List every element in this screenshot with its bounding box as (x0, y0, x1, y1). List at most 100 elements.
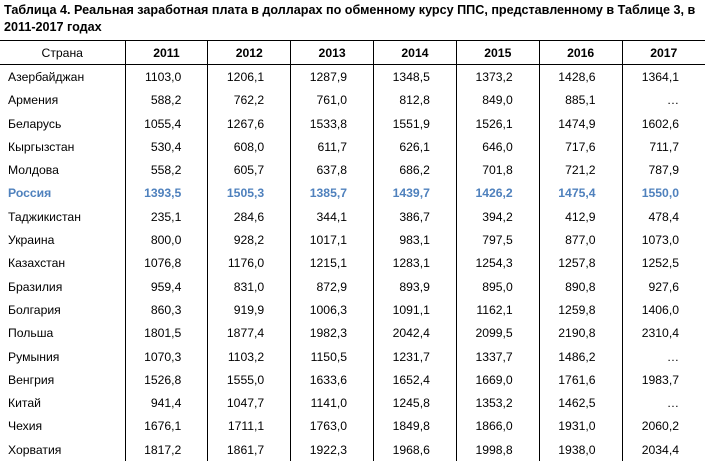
value-cell: 1141,0 (290, 391, 374, 415)
value-cell: 1550,0 (621, 181, 705, 206)
country-cell: Румыния (8, 349, 60, 364)
value-cell: 717,6 (538, 135, 623, 159)
value-cell: 787,9 (621, 158, 705, 182)
value-cell: 1849,8 (373, 414, 457, 439)
value-cell: 2310,4 (621, 321, 705, 345)
value-cell: 1150,5 (290, 344, 374, 369)
value-cell: 412,9 (538, 205, 623, 229)
value-cell: 1711,1 (207, 414, 291, 439)
value-cell: 344,1 (290, 205, 374, 229)
country-cell: Беларусь (8, 116, 62, 131)
value-cell: 890,8 (538, 274, 623, 299)
country-cell: Чехия (8, 419, 43, 434)
table-row: Болгария 860,3 919,9 1006,3 1091,1 1162,1 1259… (0, 298, 705, 322)
table-row: Беларусь 1055,4 1267,6 1533,8 1551,9 1526,1 14… (0, 111, 705, 136)
value-cell: 605,7 (207, 158, 291, 182)
header-row: Страна 2011 2012 2013 2014 2015 2016 2017 (0, 39, 705, 66)
table-row: Казахстан 1076,8 1176,0 1215,1 1283,1 1254,3 1… (0, 251, 705, 275)
value-cell: 1462,5 (538, 391, 623, 415)
value-cell: 1533,8 (290, 111, 374, 136)
value-cell: 919,9 (207, 298, 291, 322)
table-row: Молдова 558,2 605,7 637,8 686,2 701,8 721,2 787… (0, 158, 705, 182)
value-cell: 797,5 (455, 228, 540, 252)
header-cell: 2016 (538, 39, 623, 66)
value-cell: 686,2 (373, 158, 457, 182)
value-cell: 1364,1 (621, 64, 705, 89)
data-table: Страна 2011 2012 2013 2014 2015 2016 2017 Азерб… (0, 39, 705, 462)
country-cell: Кыргызстан (8, 139, 75, 154)
value-cell: 1047,7 (207, 391, 291, 415)
value-cell: 558,2 (124, 158, 208, 182)
value-cell: 1817,2 (124, 438, 208, 462)
value-cell: 1763,0 (290, 414, 374, 439)
country-cell: Китай (8, 396, 41, 411)
value-cell: 1486,2 (538, 344, 623, 369)
value-cell: 235,1 (124, 205, 208, 229)
table-row: Китай 941,4 1047,7 1141,0 1245,8 1353,2 1462,5… (0, 391, 705, 415)
value-cell: 959,4 (124, 274, 208, 299)
value-cell: 711,7 (621, 135, 705, 159)
value-cell: 721,2 (538, 158, 623, 182)
value-cell: 1337,7 (455, 344, 540, 369)
table-row: Польша 1801,5 1877,4 1982,3 2042,4 2099,5 2190… (0, 321, 705, 345)
value-cell: 386,7 (373, 205, 457, 229)
value-cell: 588,2 (124, 88, 208, 112)
value-cell: 927,6 (621, 274, 705, 299)
value-cell: 1406,0 (621, 298, 705, 322)
table-row: Бразилия 959,4 831,0 872,9 893,9 895,0 890,8 92… (0, 274, 705, 299)
value-cell: 1652,4 (373, 368, 457, 392)
table-row: Хорватия 1817,2 1861,7 1922,3 1968,6 1998,8 19… (0, 438, 705, 462)
table-title: Таблица 4. Реальная заработная плата в д… (4, 3, 696, 34)
value-cell: 626,1 (373, 135, 457, 159)
table-row: Россия 1393,5 1505,3 1385,7 1439,7 1426,2 1475… (0, 181, 705, 206)
value-cell: 877,0 (538, 228, 623, 252)
value-cell: 530,4 (124, 135, 208, 159)
value-cell: 1505,3 (207, 181, 291, 206)
value-cell: 1017,1 (290, 228, 374, 252)
value-cell: 1103,2 (207, 344, 291, 369)
value-cell: 885,1 (538, 88, 623, 112)
value-cell: 2034,4 (621, 438, 705, 462)
value-cell: 1676,1 (124, 414, 208, 439)
value-cell: 1254,3 (455, 251, 540, 275)
value-cell: 1348,5 (373, 64, 457, 89)
header-cell: 2013 (290, 39, 374, 66)
country-cell: Хорватия (8, 442, 62, 457)
value-cell: 701,8 (455, 158, 540, 182)
value-cell: 1353,2 (455, 391, 540, 415)
value-cell: 893,9 (373, 274, 457, 299)
value-cell: 1439,7 (373, 181, 457, 206)
value-cell: 1938,0 (538, 438, 623, 462)
value-cell: 1283,1 (373, 251, 457, 275)
value-cell: 1426,2 (455, 181, 540, 206)
value-cell: 1968,6 (373, 438, 457, 462)
country-cell: Азербайджан (8, 69, 85, 84)
value-cell: 284,6 (207, 205, 291, 229)
value-cell: 1983,7 (621, 368, 705, 392)
value-cell: 1162,1 (455, 298, 540, 322)
value-cell: 1931,0 (538, 414, 623, 439)
country-cell: Армения (8, 93, 59, 108)
value-cell: 394,2 (455, 205, 540, 229)
value-cell: 1385,7 (290, 181, 374, 206)
table-row: Азербайджан 1103,0 1206,1 1287,9 1348,5 1373,… (0, 64, 705, 89)
value-cell: 1866,0 (455, 414, 540, 439)
value-cell: 1267,6 (207, 111, 291, 136)
value-cell: 1245,8 (373, 391, 457, 415)
header-cell: Страна (0, 39, 125, 66)
table-row: Румыния 1070,3 1103,2 1150,5 1231,7 1337,7 148… (0, 344, 705, 369)
value-cell: 1555,0 (207, 368, 291, 392)
table-row: Украина 800,0 928,2 1017,1 983,1 797,5 877,0 10… (0, 228, 705, 252)
country-cell: Бразилия (8, 279, 63, 294)
value-cell: 1070,3 (124, 344, 208, 369)
header-cell: 2014 (373, 39, 457, 66)
country-cell: Таджикистан (8, 209, 81, 224)
value-cell: 941,4 (124, 391, 208, 415)
value-cell: 1231,7 (373, 344, 457, 369)
value-cell: 1287,9 (290, 64, 374, 89)
value-cell: 1259,8 (538, 298, 623, 322)
value-cell: 1393,5 (124, 181, 208, 206)
value-cell: 1602,6 (621, 111, 705, 136)
value-cell: 812,8 (373, 88, 457, 112)
value-cell: 1076,8 (124, 251, 208, 275)
